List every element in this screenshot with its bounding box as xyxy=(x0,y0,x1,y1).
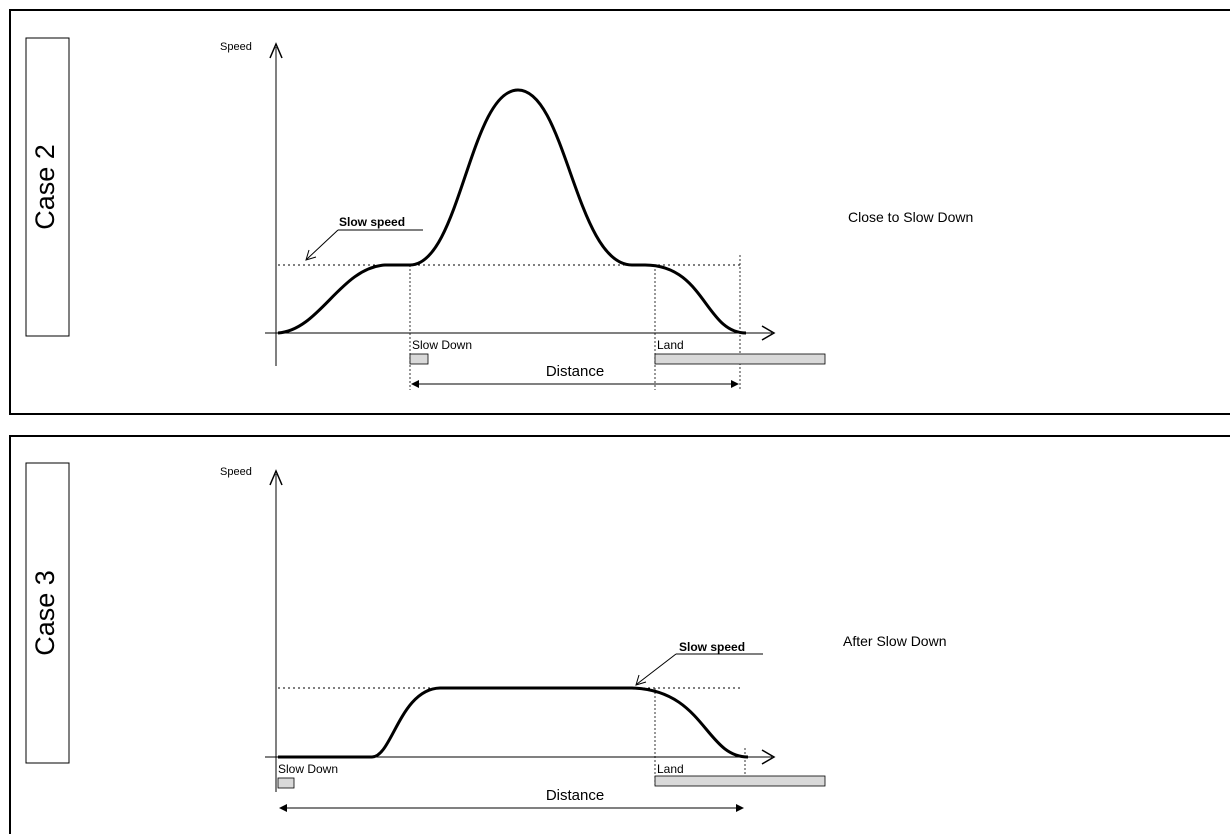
x-axis-arrow xyxy=(761,325,776,341)
panel-case-2: Case 2 Speed Slow speed Slow Down Land D… xyxy=(0,0,1230,416)
slow-speed-pointer xyxy=(636,653,677,685)
case-description: After Slow Down xyxy=(843,633,946,649)
slow-down-label: Slow Down xyxy=(412,338,472,352)
y-axis-arrow xyxy=(269,469,283,486)
y-axis-arrow xyxy=(269,42,283,59)
case-label-box xyxy=(25,462,70,764)
speed-curve xyxy=(277,88,747,335)
y-axis-label: Speed xyxy=(220,466,252,478)
land-label: Land xyxy=(657,762,684,776)
slow-down-label: Slow Down xyxy=(278,762,338,776)
slow-speed-pointer-head xyxy=(305,249,317,261)
distance-label: Distance xyxy=(546,363,604,380)
land-sensor xyxy=(654,353,826,365)
panel-border xyxy=(9,435,1230,834)
slow-down-sensor xyxy=(409,353,429,365)
case-label-box xyxy=(25,37,70,337)
panel-border xyxy=(9,9,1230,415)
x-axis-arrow xyxy=(761,749,776,765)
slow-speed-pointer-head xyxy=(635,674,647,686)
case-label: Case 2 xyxy=(30,144,60,230)
case-description: Close to Slow Down xyxy=(848,209,973,225)
slow-speed-label: Slow speed xyxy=(679,640,745,654)
slow-speed-label: Slow speed xyxy=(339,215,405,229)
slow-speed-pointer xyxy=(306,229,339,260)
speed-curve xyxy=(278,686,749,759)
land-sensor xyxy=(654,775,826,787)
distance-label: Distance xyxy=(546,787,604,804)
case-3-diagram: Case 3 Speed Slow speed Slow Down Land D… xyxy=(9,435,1230,834)
y-axis-label: Speed xyxy=(220,41,252,53)
slow-down-sensor xyxy=(277,777,295,789)
case-2-diagram: Case 2 Speed Slow speed Slow Down Land D… xyxy=(9,9,1230,415)
panel-case-3: Case 3 Speed Slow speed Slow Down Land D… xyxy=(0,430,1230,834)
land-label: Land xyxy=(657,338,684,352)
case-label: Case 3 xyxy=(30,570,60,656)
